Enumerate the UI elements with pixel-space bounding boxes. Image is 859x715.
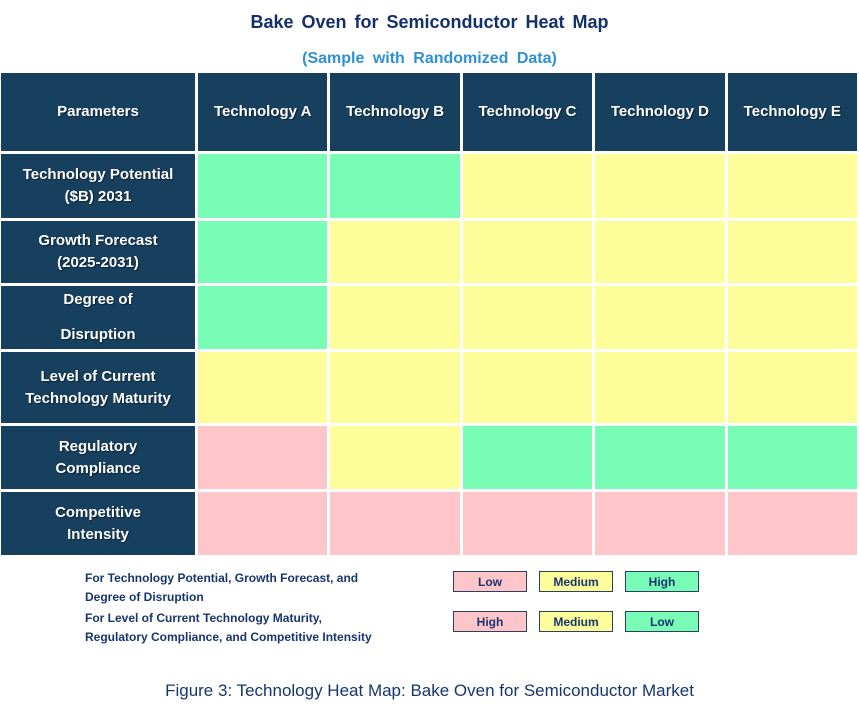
- figure-caption: Figure 3: Technology Heat Map: Bake Oven…: [165, 681, 694, 700]
- heatmap-cell-r4-c4: [595, 352, 725, 423]
- heatmap-cell-r4-c2: [330, 352, 460, 423]
- heatmap-cell-r1-c1: [198, 154, 328, 218]
- legend-box-group2-high: High: [453, 611, 527, 632]
- heatmap-cell-r5-c5: [727, 426, 857, 489]
- heatmap-cell-r1-c5: [727, 154, 857, 218]
- legend-box-group1-medium: Medium: [539, 571, 613, 592]
- page-subtitle: (Sample with Randomized Data): [302, 50, 557, 67]
- heatmap-cell-r5-c4: [595, 426, 725, 489]
- heatmap-cell-r2-c1: [198, 221, 328, 283]
- legend-group1-text: For Technology Potential, Growth Forecas…: [85, 571, 359, 605]
- row-label-6: Competitive Intensity: [1, 492, 195, 555]
- heatmap-cell-r1-c4: [595, 154, 725, 218]
- heatmap-cell-r5-c3: [462, 426, 593, 489]
- heatmap-cell-r6-c2: [330, 492, 460, 555]
- column-header-3: Technology C: [462, 73, 593, 151]
- column-header-5: Technology E: [727, 73, 857, 151]
- page-title: Bake Oven for Semiconductor Heat Map: [250, 12, 609, 32]
- heatmap-cell-r2-c2: [330, 221, 460, 283]
- heatmap-cell-r5-c1: [198, 426, 328, 489]
- heatmap-cell-r4-c1: [198, 352, 328, 423]
- corner-header-parameters: Parameters: [1, 73, 195, 151]
- heatmap-cell-r3-c2: [330, 286, 460, 349]
- heatmap-cell-r2-c3: [462, 221, 593, 283]
- heatmap-cell-r6-c4: [595, 492, 725, 555]
- column-header-4: Technology D: [595, 73, 725, 151]
- row-label-5: Regulatory Compliance: [1, 426, 195, 489]
- row-label-1: Technology Potential ($B) 2031: [1, 154, 195, 218]
- row-label-2: Growth Forecast (2025-2031): [1, 221, 195, 283]
- column-header-2: Technology B: [330, 73, 460, 151]
- legend-group1-boxes: Low Medium High: [453, 571, 699, 592]
- heatmap-cell-r3-c4: [595, 286, 725, 349]
- legend-group2-boxes: High Medium Low: [453, 611, 699, 632]
- heatmap-cell-r4-c3: [462, 352, 593, 423]
- legend-group2-text: For Level of Current Technology Maturity…: [85, 611, 372, 645]
- heatmap-cell-r6-c5: [727, 492, 857, 555]
- heatmap-table: Parameters Technology A Technology B Techno…: [1, 73, 857, 555]
- heatmap-cell-r5-c2: [330, 426, 460, 489]
- heatmap-cell-r4-c5: [727, 352, 857, 423]
- legend-box-group1-high: High: [625, 571, 699, 592]
- heatmap-cell-r6-c1: [198, 492, 328, 555]
- heatmap-cell-r2-c4: [595, 221, 725, 283]
- legend-box-group2-low: Low: [625, 611, 699, 632]
- heatmap-cell-r3-c1: [198, 286, 328, 349]
- heatmap-cell-r3-c5: [727, 286, 857, 349]
- column-header-1: Technology A: [198, 73, 328, 151]
- legend-box-group1-low: Low: [453, 571, 527, 592]
- heatmap-cell-r6-c3: [462, 492, 593, 555]
- heatmap-cell-r1-c2: [330, 154, 460, 218]
- heatmap-cell-r1-c3: [462, 154, 593, 218]
- row-label-3: Degree of Disruption: [1, 286, 195, 349]
- row-label-4: Level of Current Technology Maturity: [1, 352, 195, 423]
- heatmap-cell-r3-c3: [462, 286, 593, 349]
- legend-box-group2-medium: Medium: [539, 611, 613, 632]
- heatmap-cell-r2-c5: [727, 221, 857, 283]
